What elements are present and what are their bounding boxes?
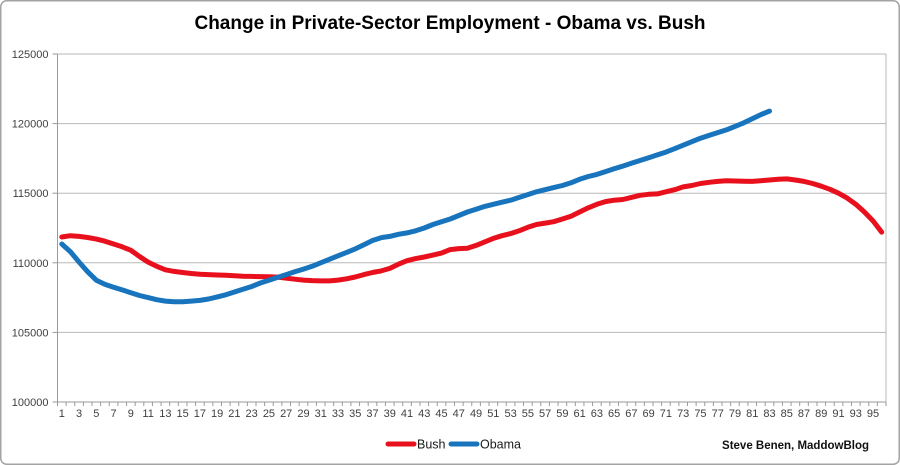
x-axis-label: 77 xyxy=(712,408,724,420)
x-axis-label: 43 xyxy=(418,408,430,420)
obama-line xyxy=(59,108,772,305)
y-axis-label: 115000 xyxy=(13,188,49,200)
x-axis-label: 37 xyxy=(366,408,378,420)
x-axis-label: 57 xyxy=(539,408,551,420)
x-axis-label: 55 xyxy=(522,408,534,420)
x-axis-label: 53 xyxy=(504,408,516,420)
x-axis-label: 51 xyxy=(487,408,499,420)
x-axis-label: 95 xyxy=(867,408,879,420)
x-axis-label: 19 xyxy=(211,408,223,420)
y-axis-label: 120000 xyxy=(12,119,49,131)
x-axis-label: 3 xyxy=(76,408,82,420)
x-axis-label: 93 xyxy=(850,408,862,420)
x-axis-label: 89 xyxy=(815,408,827,420)
x-axis-label: 29 xyxy=(297,408,309,420)
x-axis-label: 49 xyxy=(470,408,482,420)
x-axis-label: 69 xyxy=(643,408,655,420)
x-axis-label: 17 xyxy=(194,408,206,420)
x-axis-label: 21 xyxy=(228,408,240,420)
x-axis-label: 65 xyxy=(608,408,620,420)
x-axis-label: 35 xyxy=(349,408,361,420)
x-axis-label: 7 xyxy=(111,408,117,420)
x-axis-label: 25 xyxy=(263,408,275,420)
x-axis-label: 61 xyxy=(574,408,586,420)
x-axis-label: 39 xyxy=(384,408,396,420)
y-axis-label: 125000 xyxy=(12,49,49,61)
x-axis-label: 27 xyxy=(280,408,292,420)
attribution: Steve Benen, MaddowBlog xyxy=(722,440,869,452)
x-axis-label: 81 xyxy=(746,408,758,420)
y-axis-label: 100000 xyxy=(12,397,49,409)
x-axis-label: 9 xyxy=(128,408,134,420)
x-axis-label: 63 xyxy=(591,408,603,420)
legend: Bush Obama xyxy=(385,438,521,452)
x-axis-label: 85 xyxy=(781,408,793,420)
x-axis-label: 47 xyxy=(453,408,465,420)
x-axis-label: 1 xyxy=(59,408,65,420)
x-axis-label: 73 xyxy=(677,408,689,420)
x-axis-label: 45 xyxy=(435,408,447,420)
x-axis-label: 83 xyxy=(763,408,775,420)
y-axis-label: 110000 xyxy=(13,258,49,270)
x-axis-label: 71 xyxy=(660,408,672,420)
legend-obama-label: Obama xyxy=(480,438,521,452)
y-axis-label: 105000 xyxy=(12,327,49,339)
x-axis-label: 31 xyxy=(315,408,327,420)
x-axis-label: 67 xyxy=(625,408,637,420)
x-axis-label: 59 xyxy=(556,408,568,420)
bush-line xyxy=(59,176,885,284)
x-axis-label: 13 xyxy=(159,408,171,420)
x-axis-label: 79 xyxy=(729,408,741,420)
x-axis-label: 11 xyxy=(142,408,153,420)
legend-bush-label: Bush xyxy=(417,438,446,452)
x-axis-label: 33 xyxy=(332,408,344,420)
chart-title: Change in Private-Sector Employment - Ob… xyxy=(194,13,705,34)
x-axis-label: 41 xyxy=(401,408,413,420)
x-axis-label: 87 xyxy=(798,408,810,420)
x-axis-label: 75 xyxy=(694,408,706,420)
x-axis-label: 5 xyxy=(93,408,99,420)
x-axis-label: 23 xyxy=(246,408,258,420)
x-axis-label: 91 xyxy=(832,408,844,420)
x-axis-label: 15 xyxy=(177,408,189,420)
